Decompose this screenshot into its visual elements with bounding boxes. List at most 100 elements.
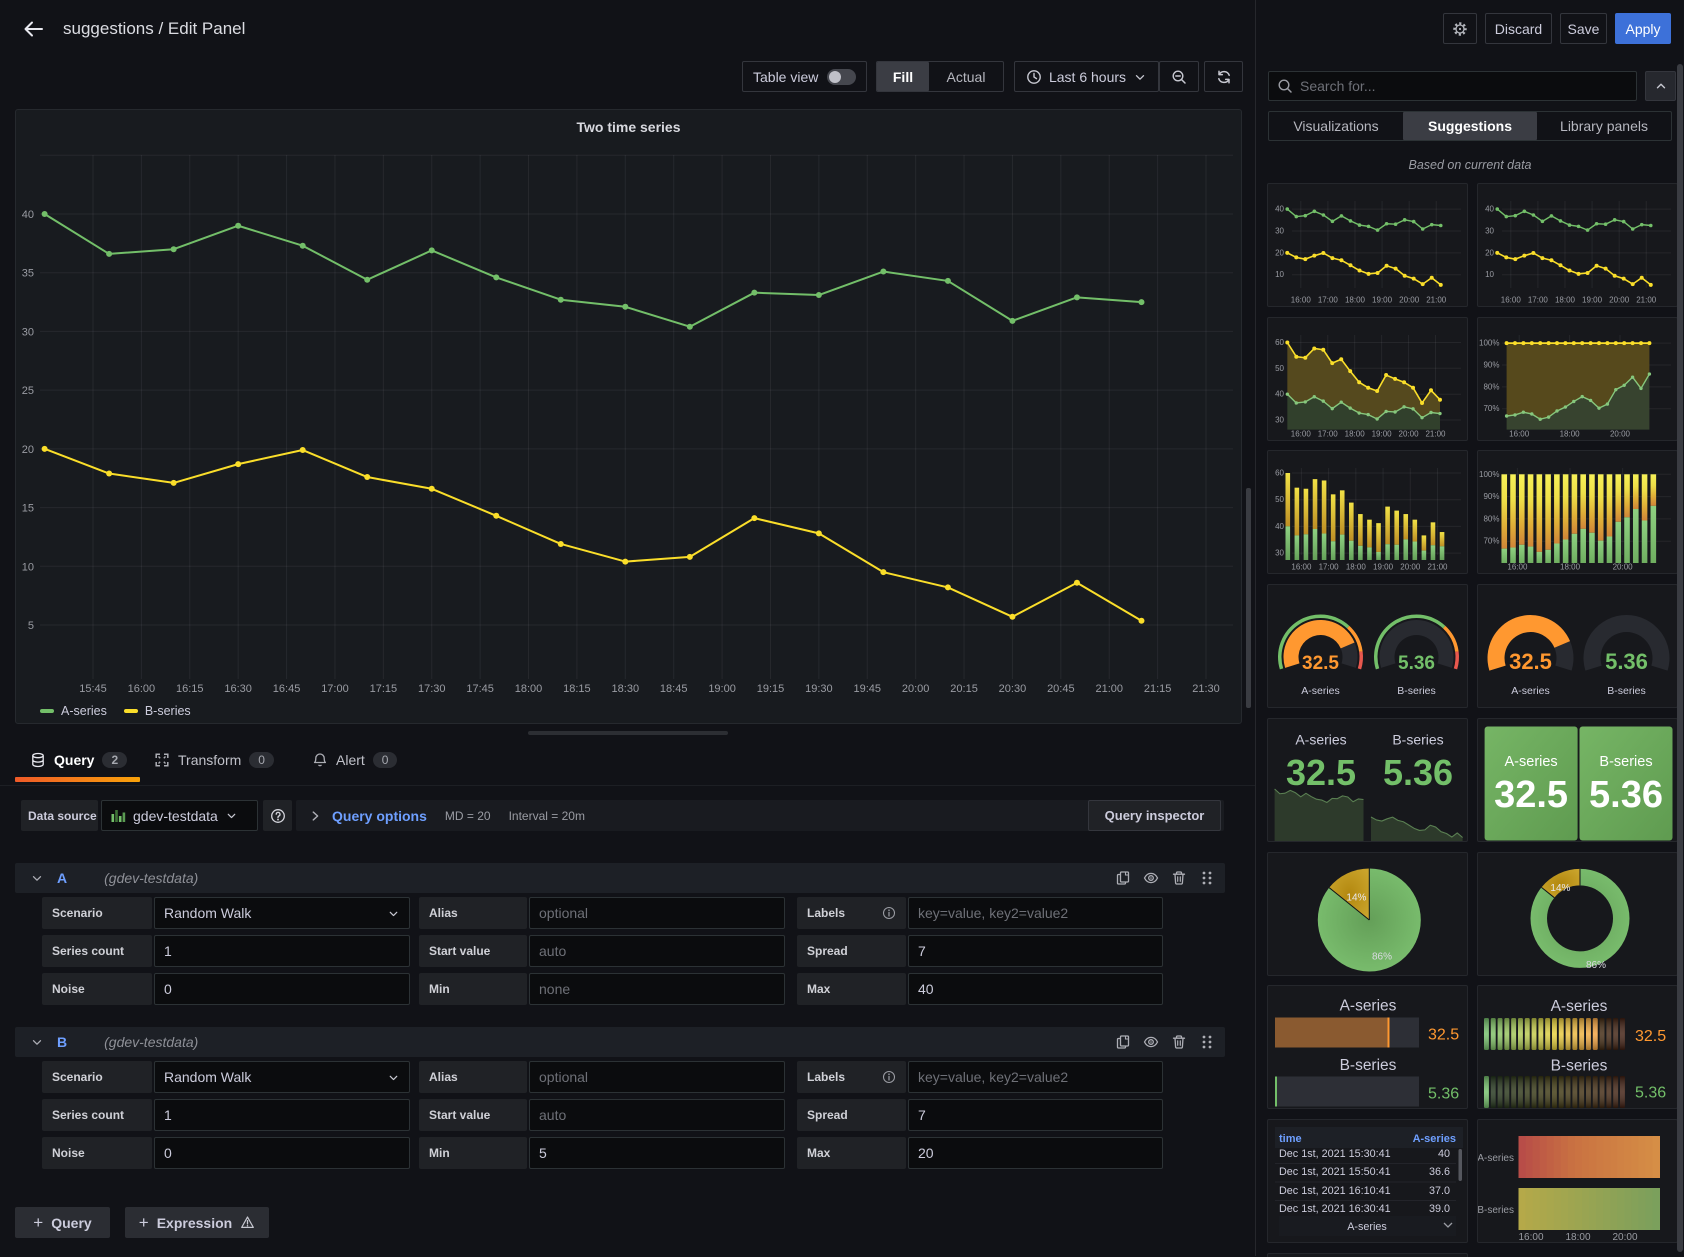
svg-text:16:30: 16:30 [224,683,252,695]
svg-text:32.5: 32.5 [1494,774,1568,816]
svg-text:B-series: B-series [1607,685,1646,697]
svg-text:70%: 70% [1483,537,1499,546]
svg-text:B-series: B-series [1340,1057,1397,1074]
svg-text:21:00: 21:00 [1425,429,1446,438]
svg-text:25: 25 [22,385,34,397]
svg-text:18:00: 18:00 [515,683,543,695]
svg-text:32.5: 32.5 [1286,752,1356,793]
svg-text:20: 20 [1485,248,1494,257]
svg-text:B-series: B-series [1397,685,1436,697]
svg-text:80%: 80% [1483,515,1499,524]
svg-text:B-series: B-series [1392,731,1443,747]
svg-text:37.0: 37.0 [1429,1185,1450,1197]
svg-text:16:15: 16:15 [176,683,204,695]
svg-text:17:30: 17:30 [418,683,446,695]
svg-text:17:00: 17:00 [1319,563,1340,572]
svg-text:36.6: 36.6 [1429,1166,1450,1178]
svg-text:18:00: 18:00 [1555,296,1576,305]
svg-text:10: 10 [1275,270,1284,279]
svg-text:19:45: 19:45 [853,683,881,695]
svg-text:18:00: 18:00 [1345,429,1366,438]
svg-text:A-series: A-series [1551,998,1608,1015]
svg-text:35: 35 [22,268,34,280]
svg-text:10: 10 [22,561,34,573]
svg-text:16:00: 16:00 [1291,296,1312,305]
svg-text:32.5: 32.5 [1302,653,1339,674]
svg-text:Dec 1st, 2021 15:30:41: Dec 1st, 2021 15:30:41 [1279,1148,1391,1160]
svg-text:A-series: A-series [1301,685,1340,697]
svg-text:18:00: 18:00 [1560,563,1581,572]
svg-text:16:00: 16:00 [1501,296,1522,305]
svg-text:A-series: A-series [1478,1153,1514,1164]
svg-text:5.36: 5.36 [1635,1085,1666,1102]
svg-text:Dec 1st, 2021 15:50:41: Dec 1st, 2021 15:50:41 [1279,1166,1391,1178]
svg-text:A-series: A-series [1413,1133,1456,1145]
svg-text:16:00: 16:00 [1507,563,1528,572]
svg-text:A-series: A-series [1295,731,1346,747]
svg-text:17:45: 17:45 [466,683,494,695]
svg-text:time: time [1279,1133,1302,1145]
svg-text:5.36: 5.36 [1589,774,1663,816]
svg-text:86%: 86% [1586,960,1606,971]
svg-text:19:00: 19:00 [708,683,736,695]
svg-text:16:00: 16:00 [1509,429,1530,438]
svg-text:19:00: 19:00 [1372,429,1393,438]
svg-text:5.36: 5.36 [1605,649,1648,674]
svg-text:B-series: B-series [1599,754,1652,770]
svg-text:18:15: 18:15 [563,683,591,695]
svg-text:15:45: 15:45 [79,683,107,695]
svg-text:5.36: 5.36 [1383,752,1453,793]
svg-text:86%: 86% [1372,951,1392,962]
svg-text:14%: 14% [1550,883,1570,894]
svg-text:21:00: 21:00 [1095,683,1123,695]
svg-text:60: 60 [1275,338,1284,347]
svg-text:50: 50 [1275,496,1284,505]
svg-text:B-series: B-series [1478,1205,1514,1216]
svg-text:21:30: 21:30 [1192,683,1220,695]
svg-text:30: 30 [22,326,34,338]
svg-text:18:00: 18:00 [1565,1232,1590,1242]
svg-text:17:00: 17:00 [1318,296,1339,305]
svg-text:14%: 14% [1346,892,1366,903]
svg-text:40: 40 [1485,205,1494,214]
svg-text:16:00: 16:00 [128,683,156,695]
svg-text:19:00: 19:00 [1373,563,1394,572]
svg-text:20:00: 20:00 [1612,1232,1637,1242]
svg-text:32.5: 32.5 [1428,1027,1459,1044]
svg-text:21:00: 21:00 [1427,563,1448,572]
svg-text:20:00: 20:00 [1400,563,1421,572]
svg-text:5: 5 [28,620,34,632]
svg-text:90%: 90% [1483,492,1499,501]
svg-text:100%: 100% [1479,470,1499,479]
svg-text:18:45: 18:45 [660,683,688,695]
svg-text:18:00: 18:00 [1346,563,1367,572]
svg-text:B-series: B-series [1551,1058,1608,1075]
svg-text:100%: 100% [1479,338,1499,347]
svg-text:60: 60 [1275,469,1284,478]
svg-text:90%: 90% [1483,360,1499,369]
svg-text:20:30: 20:30 [999,683,1027,695]
svg-text:20:00: 20:00 [1610,429,1631,438]
svg-text:21:15: 21:15 [1144,683,1172,695]
svg-text:39.0: 39.0 [1429,1203,1450,1215]
svg-text:19:30: 19:30 [805,683,833,695]
svg-text:18:00: 18:00 [1560,429,1581,438]
svg-text:40: 40 [22,209,34,221]
svg-text:A-series: A-series [1347,1221,1387,1233]
svg-text:A-series: A-series [1505,754,1558,770]
svg-text:40: 40 [1438,1148,1450,1160]
svg-text:80%: 80% [1483,382,1499,391]
svg-text:17:00: 17:00 [1528,296,1549,305]
svg-text:19:00: 19:00 [1582,296,1603,305]
svg-text:20:45: 20:45 [1047,683,1075,695]
svg-text:15: 15 [22,503,34,515]
svg-text:30: 30 [1275,549,1284,558]
svg-text:20:00: 20:00 [902,683,930,695]
svg-text:5.36: 5.36 [1398,653,1435,674]
svg-text:A-series: A-series [1511,685,1550,697]
svg-text:Dec 1st, 2021 16:10:41: Dec 1st, 2021 16:10:41 [1279,1185,1391,1197]
svg-text:20:15: 20:15 [950,683,978,695]
svg-text:19:00: 19:00 [1372,296,1393,305]
svg-text:50: 50 [1275,363,1284,372]
svg-text:20: 20 [1275,248,1284,257]
